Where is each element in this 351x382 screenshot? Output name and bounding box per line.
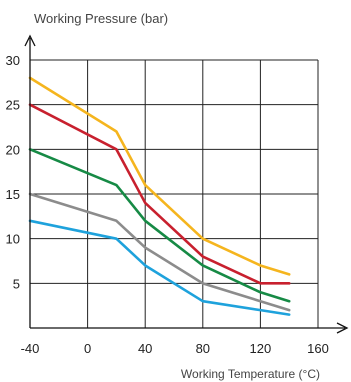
y-axis-arrow — [24, 34, 36, 47]
x-tick-label: 80 — [196, 341, 210, 356]
y-tick-label: 20 — [6, 142, 20, 157]
series-line-4 — [28, 192, 291, 312]
axes — [24, 34, 349, 334]
series-line-2 — [28, 103, 291, 285]
series-lines — [28, 76, 291, 316]
y-axis-title: Working Pressure (bar) — [34, 11, 168, 26]
x-axis-title: Working Temperature (°C) — [181, 367, 320, 381]
x-tick-label: 120 — [250, 341, 272, 356]
y-tick-label: 15 — [6, 187, 20, 202]
y-tick-label: 30 — [6, 53, 20, 68]
series-line-5 — [28, 219, 291, 316]
gridlines — [30, 59, 319, 328]
x-tick-label: -40 — [21, 341, 40, 356]
y-tick-label: 5 — [13, 276, 20, 291]
x-tick-label: 40 — [138, 341, 152, 356]
y-tick-label: 10 — [6, 232, 20, 247]
y-tick-label: 25 — [6, 98, 20, 113]
tick-labels: 5 10 15 20 25 30 -40 0 40 80 120 160 — [6, 53, 329, 356]
x-tick-label: 0 — [84, 341, 91, 356]
x-tick-label: 160 — [307, 341, 329, 356]
x-axis-arrow — [336, 322, 349, 334]
series-line-1 — [28, 76, 291, 276]
series-line-3 — [28, 148, 291, 303]
